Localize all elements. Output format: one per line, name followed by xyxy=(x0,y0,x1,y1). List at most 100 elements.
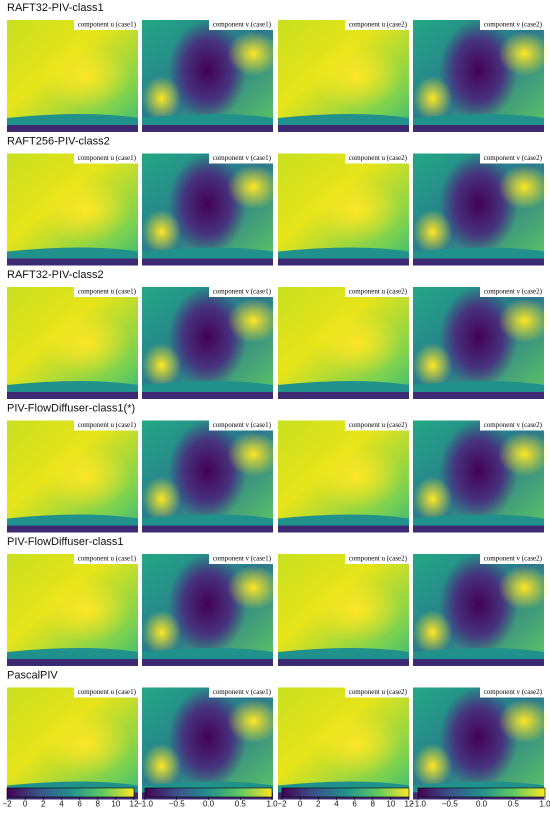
bottom-strip xyxy=(278,392,409,399)
panel: component u (case2) xyxy=(278,20,409,132)
flow-region xyxy=(310,175,403,244)
tick-label: 0.5 xyxy=(235,800,247,809)
panel-label: component u (case1) xyxy=(78,421,137,429)
bottom-strip xyxy=(142,525,273,533)
flow-region xyxy=(39,442,132,511)
flow-region xyxy=(413,76,453,121)
flow-region xyxy=(439,20,518,121)
tick-label: 0 xyxy=(23,800,28,809)
panel: component u (case2) xyxy=(278,287,409,399)
label-box xyxy=(345,287,409,297)
label-box xyxy=(209,153,273,164)
panel: component v (case1) xyxy=(142,687,280,800)
label-box xyxy=(209,20,273,30)
panel: component u (case2) xyxy=(278,420,409,533)
colorbar xyxy=(6,787,135,798)
label-box xyxy=(209,287,273,297)
panel-label: component u (case1) xyxy=(78,154,137,162)
colorbar xyxy=(144,787,273,798)
label-box xyxy=(74,420,138,431)
flow-region xyxy=(227,431,280,477)
panel: component v (case1) xyxy=(142,20,280,132)
tick-label: 6 xyxy=(77,800,82,809)
panel-label: component u (case2) xyxy=(349,154,408,162)
label-box xyxy=(345,153,409,164)
tick-label: −2 xyxy=(2,800,12,809)
flow-region xyxy=(498,565,550,610)
flow-region xyxy=(413,610,453,655)
tick-label: −1.0 xyxy=(137,800,153,809)
panel: component v (case1) xyxy=(142,287,280,399)
label-box xyxy=(345,420,409,431)
panel: component u (case1) xyxy=(7,20,138,132)
tick-label: 0.0 xyxy=(203,800,215,809)
label-box xyxy=(209,687,273,698)
tick-label: 12 xyxy=(130,800,139,809)
panel: component u (case1) xyxy=(7,687,138,800)
panel-label: component v (case2) xyxy=(484,288,543,296)
bottom-strip xyxy=(413,659,544,666)
flow-region xyxy=(39,175,132,244)
panel-label: component u (case2) xyxy=(349,288,408,296)
tick-label: 6 xyxy=(352,800,357,809)
row-title: RAFT256-PIV-class2 xyxy=(7,135,110,147)
flow-region xyxy=(142,343,182,388)
flow-region xyxy=(142,209,182,255)
label-box xyxy=(480,20,544,30)
panel-label: component u (case1) xyxy=(78,21,137,29)
label-box xyxy=(345,687,409,698)
flow-region xyxy=(142,743,182,789)
panel: component u (case2) xyxy=(278,554,409,666)
flow-region xyxy=(168,20,247,121)
colorbar xyxy=(281,787,410,798)
panel: component v (case2) xyxy=(413,153,550,266)
flow-region xyxy=(168,420,247,522)
tick-label: −1.0 xyxy=(410,800,426,809)
flow-region xyxy=(39,42,132,110)
panel: component u (case1) xyxy=(7,153,138,266)
panel-label: component u (case1) xyxy=(78,555,137,563)
bottom-strip xyxy=(278,258,409,266)
label-box xyxy=(74,687,138,698)
bottom-strip xyxy=(413,125,544,132)
flow-region xyxy=(227,698,280,744)
row-title: PIV-FlowDiffuser-class1(*) xyxy=(7,402,135,414)
panel-label: component v (case1) xyxy=(213,154,272,162)
flow-region xyxy=(142,76,182,121)
panel: component v (case1) xyxy=(142,420,280,533)
tick-label: 12 xyxy=(405,800,414,809)
tick-label: 2 xyxy=(41,800,46,809)
bottom-strip xyxy=(7,392,138,399)
tick-label: 0.0 xyxy=(476,800,488,809)
tick-label: 8 xyxy=(370,800,375,809)
flow-region xyxy=(439,687,518,789)
tick-label: −0.5 xyxy=(169,800,185,809)
panel: component v (case2) xyxy=(413,287,550,399)
flow-region xyxy=(142,476,182,522)
panel-label: component v (case2) xyxy=(484,421,543,429)
bottom-strip xyxy=(142,258,273,266)
panel-label: component v (case2) xyxy=(484,21,543,29)
flow-region xyxy=(168,153,247,255)
flow-region xyxy=(439,420,518,522)
flow-region xyxy=(168,554,247,655)
flow-region xyxy=(498,31,550,76)
panel-label: component u (case2) xyxy=(349,555,408,563)
bottom-strip xyxy=(278,525,409,533)
panel: component v (case1) xyxy=(142,153,280,266)
panel: component v (case2) xyxy=(413,420,550,533)
panel: component u (case1) xyxy=(7,554,138,666)
flow-region xyxy=(39,709,132,778)
panel-label: component u (case1) xyxy=(78,288,137,296)
flow-region xyxy=(498,431,550,477)
flow-region xyxy=(310,309,403,377)
tick-label: 0 xyxy=(298,800,303,809)
panel-label: component v (case1) xyxy=(213,555,272,563)
tick-label: 10 xyxy=(111,800,120,809)
label-box xyxy=(480,554,544,564)
bottom-strip xyxy=(7,258,138,266)
bottom-strip xyxy=(7,125,138,132)
flow-region xyxy=(168,287,247,388)
panel: component v (case2) xyxy=(413,687,550,800)
label-box xyxy=(209,554,273,564)
